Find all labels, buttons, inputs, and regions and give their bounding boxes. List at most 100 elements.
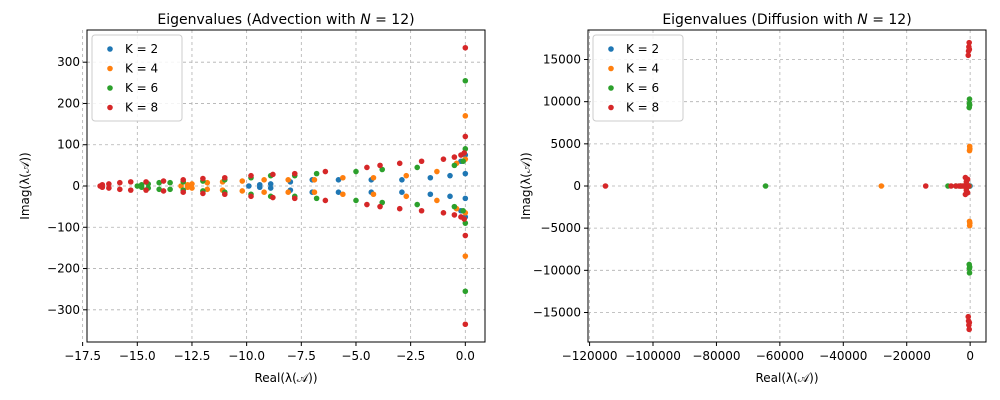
diffusion-points — [602, 39, 973, 333]
data-point — [267, 181, 274, 187]
x-tick-label: 0 — [966, 349, 974, 363]
legend-label: K = 4 — [626, 62, 659, 76]
data-point — [239, 178, 246, 184]
data-point — [143, 179, 149, 185]
legend-box — [91, 34, 183, 122]
x-tick-label: −7.5 — [287, 349, 316, 363]
x-tick-label: −100000 — [625, 349, 681, 363]
data-point — [335, 189, 342, 195]
y-tick-label: −10000 — [533, 263, 581, 277]
legend-box — [592, 34, 684, 122]
data-point — [762, 183, 769, 189]
data-point — [447, 172, 453, 179]
data-point — [462, 195, 469, 202]
data-point — [156, 179, 162, 186]
data-point — [189, 181, 195, 187]
legend-marker — [107, 104, 113, 111]
data-point — [965, 183, 972, 189]
data-point — [311, 189, 318, 195]
y-tick-label: 0 — [72, 179, 80, 193]
x-tick-label: −12.5 — [174, 349, 211, 363]
x-tick-label: −120000 — [562, 349, 618, 363]
data-point — [602, 183, 609, 189]
data-point — [353, 197, 359, 204]
data-point — [106, 185, 112, 191]
data-point — [239, 188, 246, 194]
legend-marker — [608, 104, 614, 111]
data-point — [261, 189, 267, 195]
data-point — [335, 177, 342, 183]
legend-marker — [107, 85, 113, 91]
data-point — [418, 207, 425, 214]
x-tick-label: −20000 — [883, 349, 931, 363]
legend-label: K = 2 — [125, 42, 158, 56]
data-point — [138, 184, 145, 191]
data-point — [180, 189, 187, 195]
data-point — [270, 194, 276, 201]
data-point — [414, 164, 421, 171]
data-point — [200, 175, 206, 182]
y-tick-label: 15000 — [543, 53, 581, 67]
data-point — [267, 185, 274, 191]
data-point — [285, 177, 291, 183]
data-point — [340, 191, 346, 198]
data-point — [966, 270, 973, 276]
data-point — [370, 191, 377, 198]
data-point — [117, 186, 123, 193]
data-point — [248, 172, 254, 179]
data-point — [178, 183, 184, 189]
advection-ticks: −17.5 −15.0 −12.5 −10.0 −7.5 −5.0 −2.5 0.0 −300 −… — [47, 55, 475, 363]
data-point — [291, 170, 298, 177]
diffusion-y-axis-label: Imag(λ(𝒜)) — [519, 152, 533, 219]
data-point — [461, 150, 468, 156]
x-tick-label: −60000 — [756, 349, 804, 363]
legend-label: K = 4 — [125, 62, 158, 76]
y-tick-label: 200 — [57, 96, 80, 110]
data-point — [370, 174, 377, 181]
data-point — [403, 172, 410, 179]
y-tick-label: 0 — [573, 179, 581, 193]
y-tick-label: −5000 — [540, 221, 581, 235]
advection-x-axis-label: Real(λ(𝒜)) — [254, 371, 317, 385]
data-point — [311, 177, 318, 183]
legend-marker — [107, 46, 113, 52]
data-point — [462, 113, 469, 119]
data-point — [322, 168, 329, 175]
data-point — [285, 189, 291, 195]
data-point — [451, 162, 458, 169]
data-point — [451, 203, 458, 210]
data-point — [427, 174, 434, 181]
data-point — [160, 188, 167, 194]
data-point — [221, 191, 228, 198]
data-point — [160, 178, 167, 184]
data-point — [462, 77, 469, 84]
advection-title: Eigenvalues (Advection with N = 12) — [157, 12, 414, 28]
y-tick-label: −15000 — [533, 305, 581, 319]
y-tick-label: −200 — [47, 262, 80, 276]
data-point — [353, 168, 359, 175]
y-tick-label: −100 — [47, 220, 80, 234]
x-tick-label: −10.0 — [228, 349, 265, 363]
data-point — [313, 170, 320, 177]
y-tick-label: −300 — [47, 303, 80, 317]
data-point — [167, 179, 173, 186]
data-point — [143, 187, 149, 193]
data-point — [134, 183, 141, 189]
data-point — [447, 193, 453, 200]
data-point — [200, 190, 206, 197]
legend-marker — [107, 65, 113, 72]
data-point — [440, 156, 447, 162]
legend-label: K = 6 — [626, 81, 659, 95]
advection-legend: K = 2 K = 4 K = 6 K = 8 — [91, 34, 183, 122]
data-point — [403, 193, 410, 200]
data-point — [399, 177, 405, 183]
data-point — [462, 44, 469, 51]
data-point — [967, 146, 973, 152]
x-tick-label: −80000 — [692, 349, 740, 363]
data-point — [418, 158, 425, 165]
data-point — [106, 181, 112, 187]
data-point — [379, 166, 386, 173]
data-point — [462, 321, 469, 328]
x-tick-label: −15.0 — [119, 349, 156, 363]
data-point — [462, 133, 469, 140]
